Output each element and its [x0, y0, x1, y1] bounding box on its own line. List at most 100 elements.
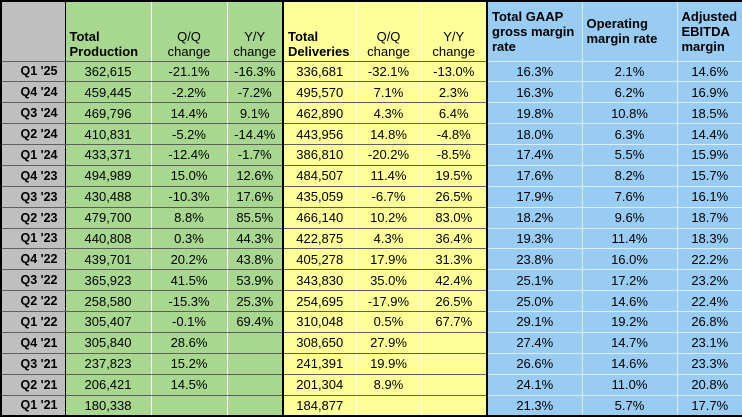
row-label: Q2 '23	[1, 207, 66, 229]
cell: 362,615	[65, 61, 152, 83]
cell: 26.5%	[421, 186, 488, 208]
cell: 479,700	[65, 207, 152, 229]
cell: 18.3%	[677, 228, 742, 250]
cell: 8.2%	[582, 165, 678, 187]
row-label: Q1 '25	[1, 61, 66, 83]
table-row: Q3 '22 365,923 41.5% 53.9% 343,830 35.0% 42.4%…	[1, 269, 742, 292]
row-label: Q1 '24	[1, 144, 66, 166]
cell: 305,407	[65, 311, 152, 333]
table-row: Q2 '22 258,580 -15.3% 25.3% 254,695 -17.9% 26.…	[1, 290, 742, 312]
cell: 11.0%	[582, 374, 678, 396]
table-body: Q1 '25 362,615 -21.1% -16.3% 336,681 -32.1% -1…	[1, 61, 742, 417]
cell: 14.6%	[582, 353, 678, 375]
row-label: Q1 '22	[1, 311, 66, 333]
cell: 494,989	[65, 165, 152, 187]
cell: -13.0%	[421, 61, 488, 83]
col-header-adjusted-ebitda-margin: Adjusted EBITDA margin	[677, 1, 742, 62]
cell: 44.3%	[227, 228, 284, 250]
row-label: Q2 '24	[1, 123, 66, 145]
col-header-operating-margin: Operating margin rate	[582, 1, 678, 62]
cell: 0.5%	[356, 311, 422, 333]
cell: 466,140	[283, 207, 357, 229]
table-row: Q3 '21 237,823 15.2% 241,391 19.9% 26.6% 14.6%…	[1, 353, 742, 375]
cell: 14.7%	[582, 332, 678, 354]
cell: 14.4%	[677, 123, 742, 145]
cell: 14.6%	[582, 290, 678, 312]
col-header-gaap-gross-margin: Total GAAP gross margin rate	[487, 1, 583, 62]
cell: 10.8%	[582, 102, 678, 125]
cell: 11.4%	[582, 228, 678, 250]
cell: 4.3%	[356, 228, 422, 250]
table-row: Q2 '21 206,421 14.5% 201,304 8.9% 24.1% 11.0% 2…	[1, 374, 742, 396]
cell: 4.3%	[356, 102, 422, 125]
corner-cell	[1, 1, 66, 62]
cell: 19.2%	[582, 311, 678, 333]
cell: 17.7%	[677, 395, 742, 417]
cell: 22.2%	[677, 248, 742, 271]
table-row: Q1 '21 180,338 184,877 21.3% 5.7% 17.7%	[1, 395, 742, 417]
cell: 439,701	[65, 248, 152, 271]
table-row: Q1 '23 440,808 0.3% 44.3% 422,875 4.3% 36.4% 19…	[1, 228, 742, 250]
cell: 14.8%	[356, 123, 422, 145]
cell: 2.3%	[421, 81, 488, 104]
cell: 16.1%	[677, 186, 742, 208]
cell: -6.7%	[356, 186, 422, 208]
cell: 17.2%	[582, 269, 678, 292]
cell: 25.3%	[227, 290, 284, 312]
cell	[421, 395, 488, 417]
cell: 18.5%	[677, 102, 742, 125]
cell	[227, 332, 284, 354]
cell: 25.0%	[487, 290, 583, 312]
cell: 12.6%	[227, 165, 284, 187]
cell: 24.1%	[487, 374, 583, 396]
cell: -10.3%	[151, 186, 228, 208]
cell: 15.0%	[151, 165, 228, 187]
col-header-production-yy-change: Y/Y change	[227, 1, 284, 62]
row-label: Q4 '21	[1, 332, 66, 354]
cell: 184,877	[283, 395, 357, 417]
cell: -20.2%	[356, 144, 422, 166]
cell: 5.5%	[582, 144, 678, 166]
table-row: Q4 '22 439,701 20.2% 43.8% 405,278 17.9% 31.3%…	[1, 248, 742, 271]
cell: 23.1%	[677, 332, 742, 354]
row-label: Q1 '21	[1, 395, 66, 417]
col-header-deliveries-yy-change: Y/Y change	[421, 1, 488, 62]
table-row: Q2 '24 410,831 -5.2% -14.4% 443,956 14.8% -4.8…	[1, 123, 742, 145]
cell: 27.9%	[356, 332, 422, 354]
cell: 6.4%	[421, 102, 488, 125]
row-label: Q1 '23	[1, 228, 66, 250]
cell: -2.2%	[151, 81, 228, 104]
cell: 19.9%	[356, 353, 422, 375]
cell: -1.7%	[227, 144, 284, 166]
cell: 241,391	[283, 353, 357, 375]
cell: 25.1%	[487, 269, 583, 292]
cell: 6.2%	[582, 81, 678, 104]
cell: 17.9%	[356, 248, 422, 271]
cell: 422,875	[283, 228, 357, 250]
cell: 22.4%	[677, 290, 742, 312]
cell: -8.5%	[421, 144, 488, 166]
row-label: Q3 '22	[1, 269, 66, 292]
cell: 7.1%	[356, 81, 422, 104]
cell: 31.3%	[421, 248, 488, 271]
cell: 16.3%	[487, 81, 583, 104]
cell: -0.1%	[151, 311, 228, 333]
col-header-total-production: Total Production	[65, 1, 152, 62]
cell: 26.6%	[487, 353, 583, 375]
row-label: Q4 '23	[1, 165, 66, 187]
cell: 35.0%	[356, 269, 422, 292]
cell: 28.6%	[151, 332, 228, 354]
cell: 440,808	[65, 228, 152, 250]
row-label: Q3 '24	[1, 102, 66, 125]
cell: 336,681	[283, 61, 357, 83]
cell: 23.8%	[487, 248, 583, 271]
cell: 69.4%	[227, 311, 284, 333]
cell: 2.1%	[582, 61, 678, 83]
cell: 410,831	[65, 123, 152, 145]
cell: 8.8%	[151, 207, 228, 229]
cell: -5.2%	[151, 123, 228, 145]
cell: 201,304	[283, 374, 357, 396]
cell	[227, 395, 284, 417]
